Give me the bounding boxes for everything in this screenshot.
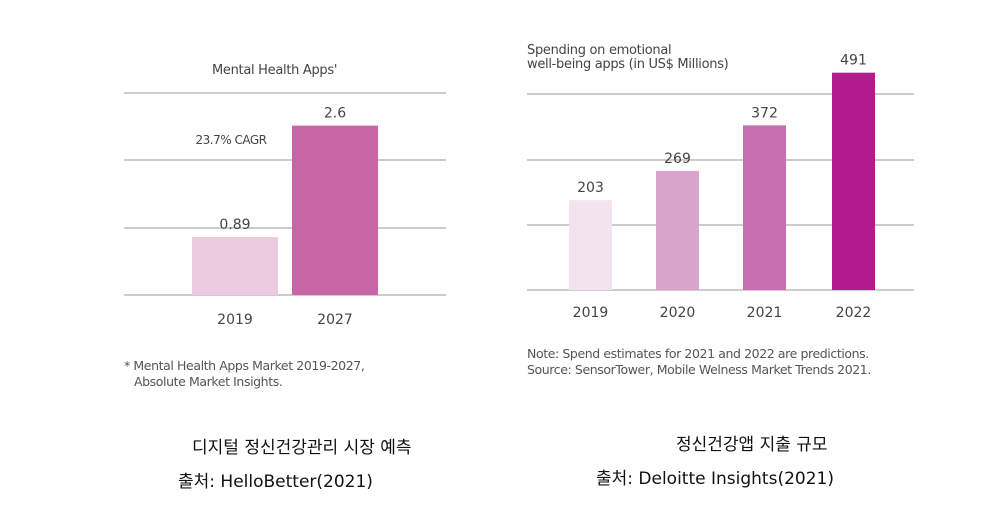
tick-label-2022: 2022	[836, 305, 872, 321]
chart1-title: Mental Health Apps'	[212, 63, 338, 78]
chart-emotional-wellbeing-spending: 203 2019 269 2020 372 2021 491 2022	[527, 53, 914, 321]
tick-label-2020: 2020	[660, 305, 696, 321]
value-label-2022: 491	[840, 53, 867, 69]
value-label-2019: 0.89	[219, 217, 250, 233]
chart-mental-health-apps: 0.89 2019 2.6 2027 23.7% CAGR	[124, 92, 446, 328]
chart2-note-line1: Note: Spend estimates for 2021 and 2022 …	[527, 346, 869, 361]
chart2-title-line2: well-being apps (in US$ Millions)	[527, 57, 729, 72]
chart2-title-line1: Spending on emotional	[527, 43, 672, 58]
value-label-2019: 203	[577, 180, 604, 196]
value-label-2020: 269	[664, 151, 691, 167]
chart1-note-line1: * Mental Health Apps Market 2019-2027,	[124, 358, 365, 373]
chart1-note-line2: Absolute Market Insights.	[134, 374, 283, 389]
bar-2027	[292, 125, 378, 295]
bar-2022	[832, 72, 875, 290]
chart2-note-line2: Source: SensorTower, Mobile Welness Mark…	[527, 362, 871, 377]
bar-2019	[192, 237, 278, 295]
value-label-2027: 2.6	[324, 106, 346, 122]
tick-label-2019: 2019	[217, 312, 253, 328]
caption-left-source: 출처: HelloBetter(2021)	[178, 472, 373, 492]
caption-left-title: 디지털 정신건강관리 시장 예측	[192, 438, 412, 458]
bar-2021	[743, 125, 786, 290]
cagr-annotation: 23.7% CAGR	[196, 133, 267, 147]
caption-right-source: 출처: Deloitte Insights(2021)	[596, 469, 834, 489]
tick-label-2019: 2019	[573, 305, 609, 321]
tick-label-2021: 2021	[747, 305, 783, 321]
bar-2019	[569, 200, 612, 290]
tick-label-2027: 2027	[317, 312, 353, 328]
bar-2020	[656, 170, 699, 290]
caption-right-title: 정신건강앱 지출 규모	[676, 435, 828, 455]
value-label-2021: 372	[751, 105, 778, 121]
